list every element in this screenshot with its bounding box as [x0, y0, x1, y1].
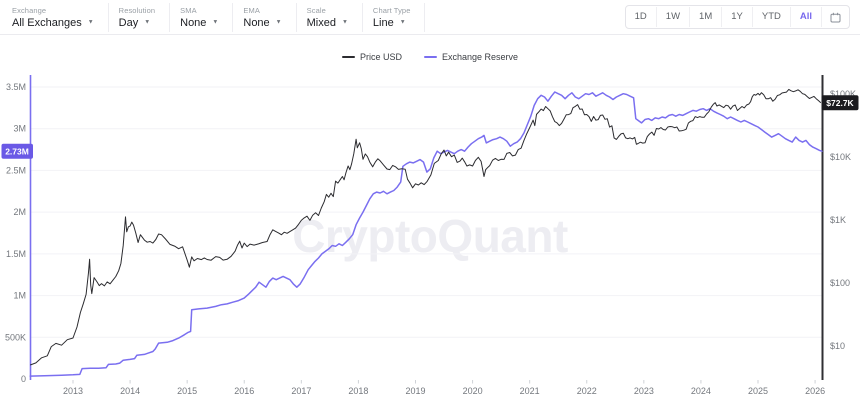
dropdown-label: Resolution	[118, 5, 156, 15]
exchange-reserve-line	[29, 91, 823, 377]
x-axis-label: 2020	[463, 386, 483, 396]
calendar-button[interactable]	[822, 12, 849, 23]
dropdown-label: SMA	[180, 5, 197, 15]
chevron-down-icon: ▼	[341, 19, 348, 25]
price-current-badge	[821, 95, 859, 111]
dropdown-value: None ▼	[180, 16, 219, 29]
x-axis-label: 2016	[234, 386, 254, 396]
dropdown-label: Chart Type	[372, 5, 411, 15]
reserve-current-badge-label: 2.73M	[5, 146, 29, 156]
dropdown-label: Scale	[306, 5, 326, 15]
chart-toolbar: Exchange All Exchanges ▼ Resolution Day ▼ SMA N…	[0, 0, 860, 35]
x-axis-label: 2014	[120, 386, 140, 396]
range-button-1y[interactable]: 1Y	[722, 7, 753, 27]
dropdown-sma[interactable]: SMA None ▼	[170, 2, 234, 32]
reserve-current-badge	[1, 143, 33, 159]
x-axis-label: 2017	[291, 386, 311, 396]
range-button-1w[interactable]: 1W	[657, 7, 691, 27]
chart-legend: Price USD Exchange Reserve	[0, 52, 860, 62]
chevron-down-icon: ▼	[399, 19, 406, 25]
range-button-1d[interactable]: 1D	[626, 7, 657, 27]
left-axis-label: 1.5M	[6, 249, 26, 259]
chevron-down-icon: ▼	[212, 19, 219, 25]
watermark-text: CryptoQuant	[292, 210, 568, 262]
legend-item-price-usd[interactable]: Price USD	[341, 52, 402, 62]
left-axis-label: 500K	[5, 332, 26, 342]
x-axis-label: 2024	[691, 386, 711, 396]
right-axis-label: $1K	[830, 215, 846, 225]
legend-swatch	[341, 56, 355, 58]
left-axis-label: 0	[21, 374, 26, 384]
dropdown-exchange[interactable]: Exchange All Exchanges ▼	[2, 2, 109, 32]
dropdown-chart-type[interactable]: Chart Type Line ▼	[363, 2, 426, 32]
range-button-ytd[interactable]: YTD	[753, 7, 791, 27]
dropdown-label: EMA	[243, 5, 260, 15]
price-current-badge-label: $72.7K	[826, 98, 854, 108]
dropdown-value: Day ▼	[118, 16, 151, 29]
dropdown-ema[interactable]: EMA None ▼	[233, 2, 297, 32]
x-axis-label: 2018	[348, 386, 368, 396]
dropdown-scale[interactable]: Scale Mixed ▼	[297, 2, 363, 32]
left-axis-label: 2.5M	[6, 165, 26, 175]
right-axis-label: $10	[830, 341, 845, 351]
dropdown-value: Line ▼	[372, 16, 406, 29]
chevron-down-icon: ▼	[144, 19, 151, 25]
dropdown-value: All Exchanges ▼	[12, 16, 94, 29]
x-axis-label: 2025	[748, 386, 768, 396]
x-axis-label: 2022	[577, 386, 597, 396]
left-axis-label: 3M	[13, 124, 26, 134]
chevron-down-icon: ▼	[275, 19, 282, 25]
right-axis-label: $100K	[830, 89, 856, 99]
dropdown-resolution[interactable]: Resolution Day ▼	[109, 2, 171, 32]
range-selector: 1D 1W 1M 1Y YTD All	[624, 5, 850, 29]
dropdown-label: Exchange	[12, 5, 47, 15]
legend-swatch	[423, 56, 437, 58]
legend-label: Price USD	[359, 52, 402, 62]
dropdown-value: None ▼	[243, 16, 282, 29]
left-axis-label: 2M	[13, 207, 26, 217]
range-button-1m[interactable]: 1M	[690, 7, 723, 27]
right-axis-label: $100	[830, 278, 850, 288]
price-usd-line	[30, 88, 822, 366]
x-axis-label: 2021	[520, 386, 540, 396]
left-axis-label: 1M	[13, 291, 26, 301]
dropdown-group-container: Exchange All Exchanges ▼ Resolution Day ▼ SMA N…	[0, 0, 426, 34]
legend-label: Exchange Reserve	[441, 52, 519, 62]
legend-item-exchange-reserve[interactable]: Exchange Reserve	[423, 52, 519, 62]
x-axis-label: 2015	[177, 386, 197, 396]
left-axis-label: 3.5M	[6, 82, 26, 92]
range-button-all[interactable]: All	[791, 7, 822, 27]
x-axis-label: 2013	[63, 386, 83, 396]
chevron-down-icon: ▼	[87, 19, 94, 25]
x-axis-label: 2019	[405, 386, 425, 396]
x-axis-label: 2026	[805, 386, 825, 396]
x-axis-label: 2023	[634, 386, 654, 396]
right-axis-label: $10K	[830, 152, 851, 162]
dropdown-value: Mixed ▼	[306, 16, 348, 29]
calendar-icon	[830, 12, 841, 23]
